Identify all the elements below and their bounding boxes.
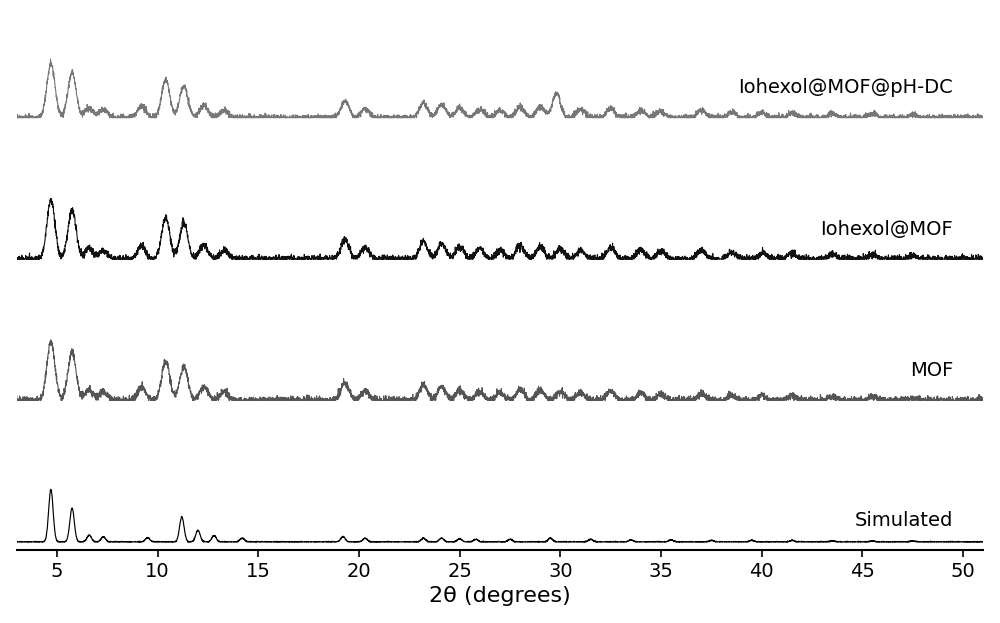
Text: MOF: MOF	[910, 361, 953, 380]
Text: Simulated: Simulated	[855, 511, 953, 530]
Text: Iohexol@MOF@pH-DC: Iohexol@MOF@pH-DC	[738, 78, 953, 97]
X-axis label: 2θ (degrees): 2θ (degrees)	[429, 586, 571, 606]
Text: Iohexol@MOF: Iohexol@MOF	[820, 220, 953, 239]
